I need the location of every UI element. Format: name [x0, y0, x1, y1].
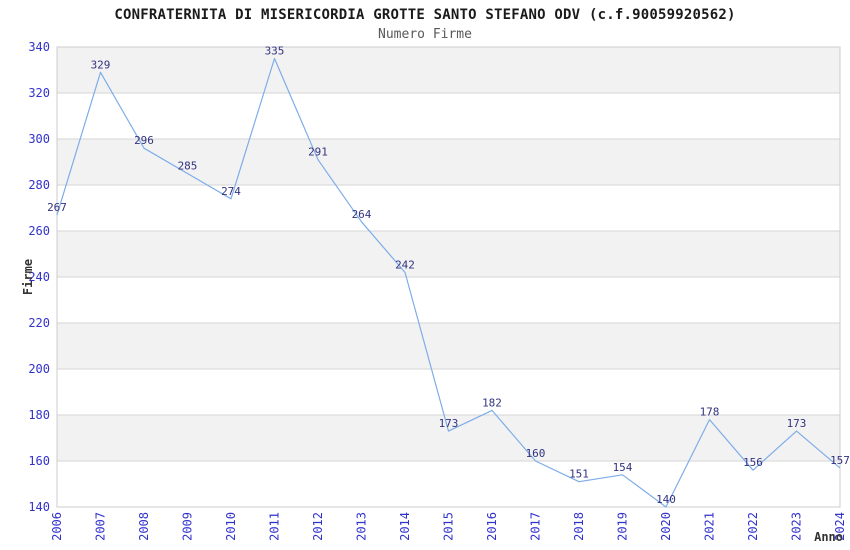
x-tick-label: 2014 [398, 512, 412, 541]
x-tick-label: 2017 [529, 512, 543, 541]
chart-title: CONFRATERNITA DI MISERICORDIA GROTTE SAN… [114, 7, 736, 23]
data-label: 285 [178, 160, 198, 173]
x-tick-label: 2021 [703, 512, 717, 541]
data-label: 291 [308, 146, 328, 159]
data-label: 329 [91, 58, 111, 71]
y-tick-label: 140 [28, 500, 50, 514]
x-tick-label: 2006 [50, 512, 64, 541]
x-tick-label: 2008 [137, 512, 151, 541]
data-label: 182 [482, 396, 502, 409]
y-tick-label: 280 [28, 178, 50, 192]
plot-border [56, 46, 841, 508]
y-tick-label: 240 [28, 270, 50, 284]
data-label: 267 [47, 201, 67, 214]
x-tick-label: 2013 [355, 512, 369, 541]
data-label: 173 [787, 417, 807, 430]
data-label: 264 [352, 208, 372, 221]
y-tick-label: 220 [28, 316, 50, 330]
y-tick-label: 320 [28, 86, 50, 100]
plot-band [57, 139, 840, 185]
data-label: 178 [700, 406, 720, 419]
data-label: 160 [526, 447, 546, 460]
x-tick-label: 2019 [616, 512, 630, 541]
plot-band [57, 47, 840, 93]
data-label: 151 [569, 468, 589, 481]
y-axis-title: Firme [21, 258, 35, 296]
x-tick-label: 2011 [268, 512, 282, 541]
x-tick-label: 2022 [746, 512, 760, 541]
y-tick-label: 300 [28, 132, 50, 146]
x-tick-label: 2009 [181, 512, 195, 541]
plot-band [57, 415, 840, 461]
x-tick-label: 2020 [659, 512, 673, 541]
data-line [56, 57, 841, 508]
y-tick-label: 340 [28, 40, 50, 54]
x-tick-label: 2016 [485, 512, 499, 541]
x-tick-label: 2015 [442, 512, 456, 541]
data-label: 173 [439, 417, 459, 430]
data-label: 335 [265, 45, 285, 58]
y-tick-label: 160 [28, 454, 50, 468]
data-label: 140 [656, 493, 676, 506]
data-label: 242 [395, 258, 415, 271]
x-tick-label: 2012 [311, 512, 325, 541]
x-tick-label: 2023 [790, 512, 804, 541]
x-tick-label: 2007 [94, 512, 108, 541]
data-label: 156 [743, 456, 763, 469]
chart-subtitle: Numero Firme [378, 27, 472, 42]
plot-band [57, 323, 840, 369]
x-axis-title: Anno [814, 530, 843, 544]
x-tick-label: 2024 [833, 512, 847, 541]
y-tick-label: 260 [28, 224, 50, 238]
data-label: 296 [134, 134, 154, 147]
data-label: 157 [830, 454, 850, 467]
x-tick-label: 2010 [224, 512, 238, 541]
data-label: 274 [221, 185, 241, 198]
data-label: 154 [613, 461, 633, 474]
plot-band [57, 231, 840, 277]
y-tick-label: 200 [28, 362, 50, 376]
y-tick-label: 180 [28, 408, 50, 422]
x-tick-label: 2018 [572, 512, 586, 541]
